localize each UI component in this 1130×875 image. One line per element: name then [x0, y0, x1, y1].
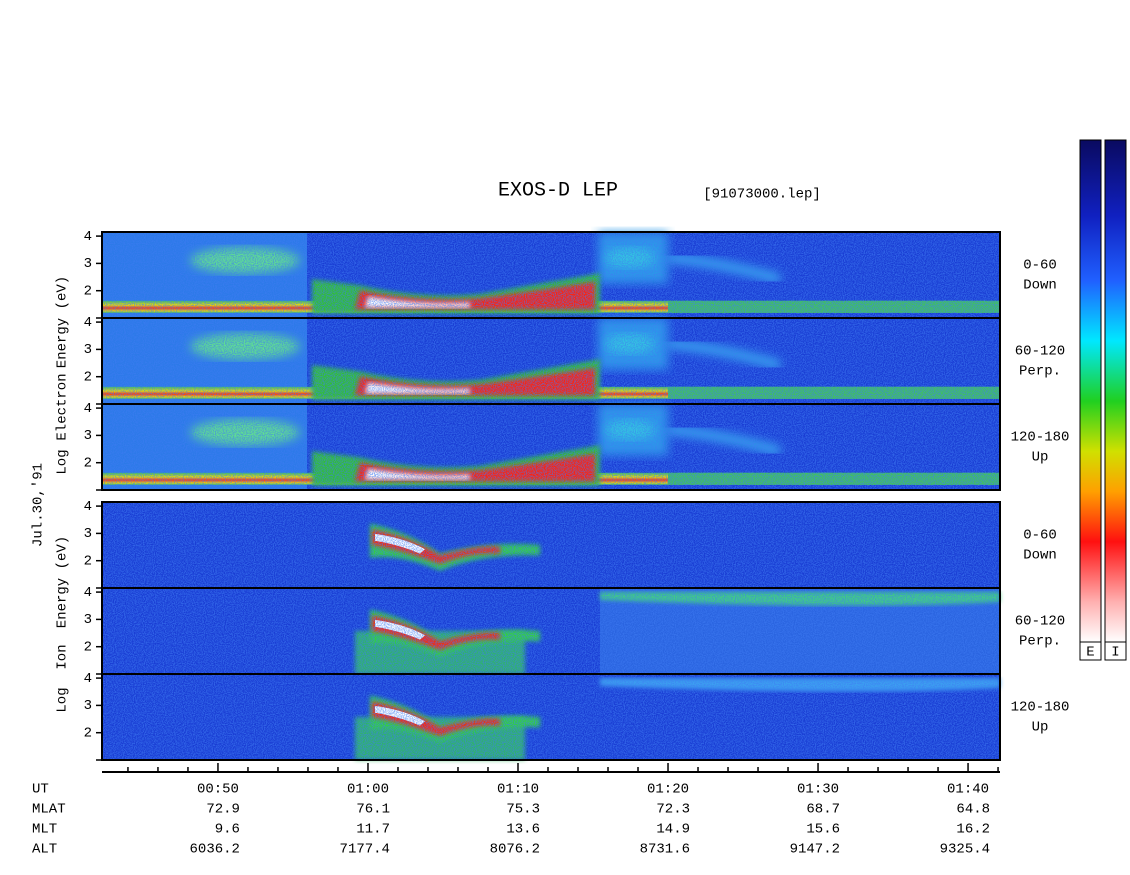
- x-tick-label: 01:40: [947, 782, 989, 798]
- orbit-value: 9.6: [215, 822, 240, 838]
- orbit-value: 8731.6: [640, 842, 690, 858]
- panel-label: 120-180: [1011, 700, 1070, 716]
- panel-label: 120-180: [1011, 430, 1070, 446]
- orbit-label: MLAT: [32, 802, 66, 818]
- panel-label: Up: [1032, 720, 1049, 736]
- y-axis-label: Energy (eV): [55, 536, 71, 628]
- panel-label: 60-120: [1015, 614, 1065, 630]
- panel-noise: [102, 318, 1000, 404]
- y-tick-label: 4: [84, 315, 92, 331]
- y-tick-label: 3: [84, 342, 92, 358]
- orbit-value: 14.9: [656, 822, 690, 838]
- color-bar-label: I: [1111, 645, 1119, 661]
- orbit-value: 13.6: [506, 822, 540, 838]
- y-tick-label: 2: [84, 455, 92, 471]
- x-tick-label: 01:20: [647, 782, 689, 798]
- y-tick-label: 3: [84, 256, 92, 272]
- y-tick-label: 4: [84, 585, 92, 601]
- axes: 2 3 4 0-60 Down 2 3 4 60-120 Perp. 2 3 4 120-180 Up Log…: [32, 139, 1127, 858]
- file-label: [91073000.lep]: [703, 187, 821, 203]
- y-tick-label: 3: [84, 526, 92, 542]
- panel-noise: [102, 502, 1000, 588]
- color-bar: [1104, 139, 1127, 643]
- panel-frame: [101, 403, 1001, 491]
- orbit-value: 75.3: [506, 802, 540, 818]
- panel-label: Down: [1023, 548, 1057, 564]
- orbit-value: 8076.2: [490, 842, 540, 858]
- panel-label: Up: [1032, 450, 1049, 466]
- panel-label: 0-60: [1023, 258, 1057, 274]
- y-axis-label: Energy (eV): [55, 276, 71, 368]
- orbit-value: 11.7: [356, 822, 390, 838]
- orbit-value: 9325.4: [940, 842, 990, 858]
- y-tick-label: 3: [84, 612, 92, 628]
- y-tick-label: 2: [84, 283, 92, 299]
- x-tick-label: 00:50: [197, 782, 239, 798]
- orbit-value: 15.6: [806, 822, 840, 838]
- panel-label: 0-60: [1023, 528, 1057, 544]
- x-tick-label: 01:30: [797, 782, 839, 798]
- date-label: Jul.30,'91: [31, 463, 47, 547]
- y-tick-label: 2: [84, 639, 92, 655]
- x-tick-label: 01:00: [347, 782, 389, 798]
- color-bar-label: E: [1086, 645, 1094, 661]
- panel-noise: [102, 404, 1000, 490]
- orbit-value: 7177.4: [340, 842, 390, 858]
- panel-label: Perp.: [1019, 364, 1061, 380]
- y-tick-label: 3: [84, 428, 92, 444]
- y-tick-label: 4: [84, 499, 92, 515]
- panel-noise: [102, 588, 1000, 674]
- panel-noise: [102, 232, 1000, 318]
- color-bar-box: [1104, 641, 1127, 661]
- y-axis-label: Ion: [55, 644, 71, 669]
- y-axis-label: Electron: [55, 373, 71, 440]
- spectrogram-images: [102, 232, 1000, 760]
- y-tick-label: 2: [84, 369, 92, 385]
- orbit-value: 64.8: [956, 802, 990, 818]
- orbit-label: MLT: [32, 822, 57, 838]
- color-bar: [1079, 139, 1102, 643]
- orbit-value: 72.9: [206, 802, 240, 818]
- panel-label: 60-120: [1015, 344, 1065, 360]
- y-axis-label: Log: [55, 687, 71, 712]
- y-tick-label: 4: [84, 671, 92, 687]
- orbit-value: 16.2: [956, 822, 990, 838]
- orbit-value: 76.1: [356, 802, 390, 818]
- y-tick-label: 4: [84, 229, 92, 245]
- panel-frame: [101, 673, 1001, 761]
- y-tick-label: 4: [84, 401, 92, 417]
- orbit-value: 6036.2: [190, 842, 240, 858]
- title: EXOS-D LEP: [498, 179, 618, 202]
- color-bar-box: [1079, 641, 1102, 661]
- y-tick-label: 2: [84, 553, 92, 569]
- orbit-value: 9147.2: [790, 842, 840, 858]
- panel-noise: [102, 674, 1000, 760]
- orbit-value: 72.3: [656, 802, 690, 818]
- orbit-label: ALT: [32, 842, 57, 858]
- panel-label: Down: [1023, 278, 1057, 294]
- orbit-label: UT: [32, 782, 49, 798]
- x-tick-label: 01:10: [497, 782, 539, 798]
- orbit-value: 68.7: [806, 802, 840, 818]
- panel-label: Perp.: [1019, 634, 1061, 650]
- y-axis-label: Log: [55, 449, 71, 474]
- y-tick-label: 3: [84, 698, 92, 714]
- y-tick-label: 2: [84, 725, 92, 741]
